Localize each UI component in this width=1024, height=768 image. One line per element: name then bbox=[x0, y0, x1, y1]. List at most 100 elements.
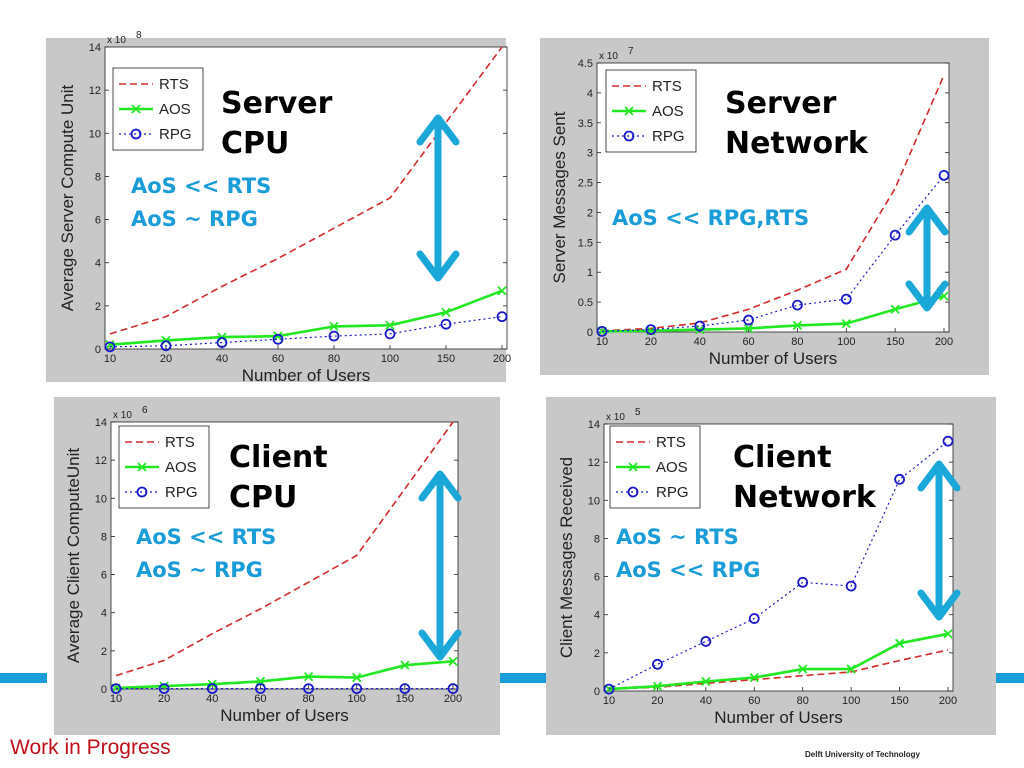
axis-multiplier: x 10 bbox=[107, 35, 126, 46]
x-tick-label: 40 bbox=[700, 695, 712, 707]
overlay-title-line: Client bbox=[733, 440, 832, 475]
x-tick-label: 10 bbox=[596, 336, 608, 348]
axis-multiplier-exponent: 8 bbox=[136, 30, 142, 41]
axis-multiplier-exponent: 6 bbox=[142, 405, 148, 416]
x-tick-label: 80 bbox=[797, 695, 809, 707]
y-tick-label: 1.5 bbox=[578, 237, 593, 249]
data-point-rpg bbox=[303, 683, 314, 695]
data-point-rpg bbox=[399, 683, 411, 695]
data-point-rpg bbox=[840, 293, 852, 305]
marker-stroke bbox=[943, 629, 953, 639]
data-point-aos bbox=[890, 304, 900, 314]
x-tick-label: 10 bbox=[603, 695, 615, 707]
x-tick-label: 20 bbox=[160, 353, 172, 365]
chart-client-cpu: 0 2 4 6 8 10 12 14 10 20 40 60 80 100 150 200 x 10 6 Numbe… bbox=[64, 405, 462, 725]
data-point-rpg bbox=[889, 229, 901, 241]
data-point-rpg bbox=[603, 683, 615, 695]
data-point-rpg bbox=[206, 683, 218, 695]
legend-label-aos: AOS bbox=[159, 101, 191, 118]
x-tick-label: 80 bbox=[302, 693, 314, 705]
arrow-head-top bbox=[416, 114, 460, 146]
y-tick-label: 4 bbox=[101, 608, 107, 620]
data-point-aos bbox=[652, 681, 663, 691]
legend-label-rts: RTS bbox=[656, 434, 686, 451]
y-axis-label: Average Server Compute Unit bbox=[58, 84, 77, 311]
y-tick-label: 2 bbox=[594, 648, 600, 660]
legend-marker bbox=[130, 128, 142, 140]
y-tick-label: 0 bbox=[594, 686, 600, 698]
overlay-title-line: Network bbox=[733, 480, 877, 515]
data-point-rpg bbox=[255, 683, 266, 695]
x-tick-label: 200 bbox=[444, 693, 462, 705]
data-point-aos bbox=[749, 673, 759, 683]
series-line-rpg bbox=[109, 316, 503, 348]
overlay-note-line: AoS << RPG,RTS bbox=[612, 206, 809, 230]
marker-stroke bbox=[939, 291, 949, 301]
data-point-aos bbox=[894, 638, 905, 648]
y-axis-label: Server Messages Sent bbox=[550, 111, 569, 283]
data-point-rpg bbox=[447, 683, 459, 695]
x-tick-label: 20 bbox=[158, 693, 170, 705]
x-axis-label: Number of Users bbox=[220, 706, 348, 725]
overlay-title-line: CPU bbox=[221, 126, 289, 161]
legend-label-rpg: RPG bbox=[652, 128, 685, 145]
x-tick-label: 200 bbox=[935, 336, 953, 348]
x-tick-label: 40 bbox=[206, 693, 218, 705]
y-tick-label: 12 bbox=[95, 455, 107, 467]
y-tick-label: 10 bbox=[95, 493, 107, 505]
x-axis-label: Number of Users bbox=[709, 349, 837, 368]
x-tick-label: 150 bbox=[890, 695, 908, 707]
arrow-head-top bbox=[418, 470, 462, 502]
data-point-rpg bbox=[384, 328, 396, 340]
data-point-aos bbox=[497, 286, 507, 296]
accent-stripe-right bbox=[996, 673, 1024, 683]
marker-stroke bbox=[329, 321, 339, 331]
overlay-note-line: AoS << RPG bbox=[616, 558, 760, 582]
data-point-aos bbox=[105, 340, 115, 350]
marker-stroke bbox=[846, 664, 856, 674]
marker-stroke bbox=[303, 671, 314, 682]
y-axis-label: Average Client ComputeUnit bbox=[64, 448, 83, 663]
x-tick-label: 60 bbox=[272, 353, 284, 365]
axis-multiplier-exponent: 5 bbox=[635, 407, 641, 418]
data-point-rpg bbox=[104, 341, 116, 353]
data-point-rpg bbox=[160, 340, 172, 352]
double-arrow-icon bbox=[917, 460, 961, 621]
y-tick-label: 0 bbox=[101, 684, 107, 696]
legend-label-rts: RTS bbox=[159, 76, 189, 93]
chart-client-network: 0 2 4 6 8 10 12 14 10 20 40 60 80 100 150 200 x 10 5 Numbe… bbox=[557, 407, 961, 727]
y-tick-label: 2 bbox=[587, 207, 593, 219]
x-tick-label: 100 bbox=[842, 695, 860, 707]
series-line-rts bbox=[601, 74, 945, 332]
y-tick-label: 14 bbox=[588, 419, 600, 431]
data-point-rpg bbox=[351, 683, 363, 695]
chart-server-cpu: 0 2 4 6 8 10 12 14 10 20 40 60 80 100 150 200 x 10 8 Numbe… bbox=[58, 30, 511, 385]
x-tick-label: 40 bbox=[216, 353, 228, 365]
x-tick-label: 60 bbox=[748, 695, 760, 707]
overlay-title-line: Client bbox=[229, 440, 328, 475]
legend-label-rpg: RPG bbox=[656, 484, 689, 501]
data-point-aos bbox=[792, 320, 803, 331]
data-point-rpg bbox=[596, 326, 608, 337]
arrow-head-bottom bbox=[917, 589, 961, 621]
data-point-aos bbox=[943, 629, 953, 639]
x-tick-label: 200 bbox=[493, 353, 511, 365]
series-line-aos bbox=[115, 660, 454, 690]
series-line-aos bbox=[601, 294, 945, 333]
marker-stroke bbox=[400, 660, 410, 670]
data-point-rpg bbox=[216, 337, 228, 348]
footer-university-name: Delft University of Technology bbox=[805, 750, 920, 759]
axis-multiplier-exponent: 7 bbox=[628, 46, 634, 57]
y-tick-label: 3 bbox=[587, 148, 593, 160]
y-tick-label: 2.5 bbox=[578, 178, 593, 190]
x-tick-label: 10 bbox=[104, 353, 116, 365]
x-tick-label: 60 bbox=[742, 336, 754, 348]
x-tick-label: 150 bbox=[437, 353, 455, 365]
legend-label-rts: RTS bbox=[652, 78, 682, 95]
series-line-rpg bbox=[608, 440, 949, 690]
y-tick-label: 4 bbox=[594, 610, 600, 622]
legend-label-rts: RTS bbox=[165, 434, 195, 451]
overlay-title-line: Server bbox=[725, 86, 837, 121]
data-point-aos bbox=[701, 676, 711, 687]
x-tick-label: 100 bbox=[381, 353, 399, 365]
